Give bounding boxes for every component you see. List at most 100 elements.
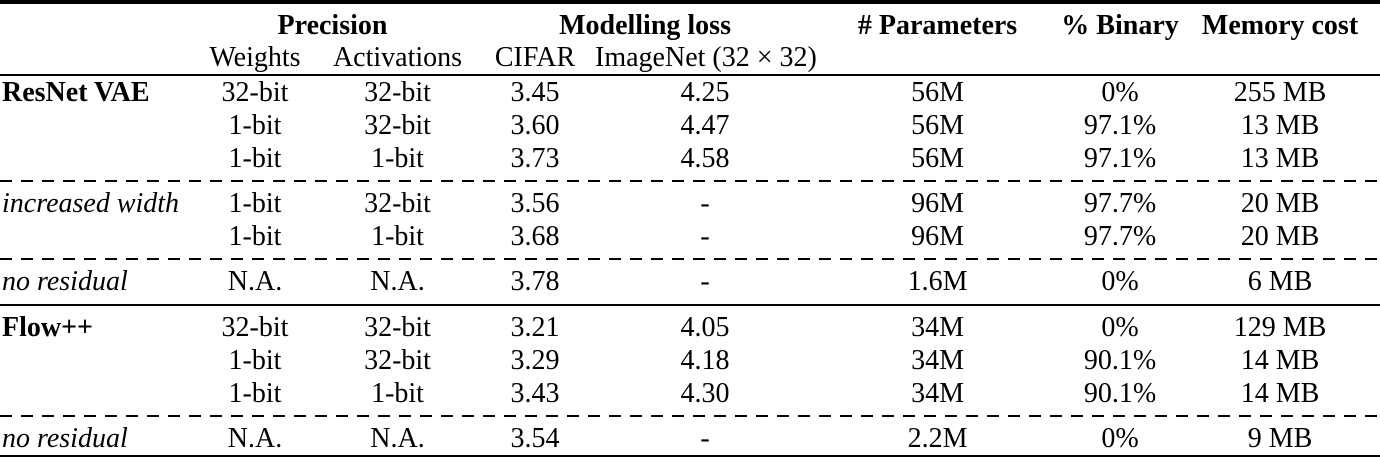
table-row: 1-bit 1-bit 3.73 4.58 56M 97.1% 13 MB bbox=[0, 142, 1380, 175]
cell-cifar: 3.56 bbox=[510, 187, 560, 219]
dashed-rule bbox=[0, 410, 1380, 422]
cell-cifar: 3.29 bbox=[510, 344, 560, 376]
cell-activations: 32-bit bbox=[364, 344, 431, 376]
header-binary: % Binary bbox=[1061, 10, 1179, 41]
header-parameters: # Parameters bbox=[857, 10, 1018, 41]
dashed-rule bbox=[0, 253, 1380, 265]
cell-binary: 97.7% bbox=[1083, 187, 1157, 219]
cell-binary: 0% bbox=[1101, 76, 1139, 108]
cell-binary: 90.1% bbox=[1083, 344, 1157, 376]
header-modelling-loss: Modelling loss bbox=[559, 10, 731, 41]
row-label: Flow++ bbox=[2, 311, 94, 343]
table-row-no-residual: no residual N.A. N.A. 3.78 - 1.6M 0% 6 M… bbox=[0, 265, 1380, 298]
cell-cifar: 3.60 bbox=[510, 109, 560, 141]
cell-imagenet: 4.30 bbox=[680, 377, 730, 409]
cell-binary: 97.1% bbox=[1083, 109, 1157, 141]
table-row-increased-width: increased width 1-bit 32-bit 3.56 - 96M … bbox=[0, 187, 1380, 220]
cell-imagenet: - bbox=[700, 422, 710, 454]
header-empty bbox=[0, 2, 190, 42]
cell-memory: 9 MB bbox=[1247, 422, 1313, 454]
cell-activations: 1-bit bbox=[371, 142, 424, 174]
cell-activations: 1-bit bbox=[371, 377, 424, 409]
cell-binary: 97.1% bbox=[1083, 142, 1157, 174]
cell-imagenet: - bbox=[700, 187, 710, 219]
cell-parameters: 2.2M bbox=[907, 422, 968, 454]
table-row-flow-plus-plus: Flow++ 32-bit 32-bit 3.21 4.05 34M 0% 12… bbox=[0, 311, 1380, 344]
table-row: 1-bit 1-bit 3.68 - 96M 97.7% 20 MB bbox=[0, 220, 1380, 253]
header-sub-row: Weights Activations CIFAR ImageNet (32 ×… bbox=[0, 42, 1380, 75]
header-memory: Memory cost bbox=[1201, 10, 1359, 41]
cell-binary: 97.7% bbox=[1083, 220, 1157, 252]
cell-weights: 1-bit bbox=[228, 344, 282, 376]
header-empty bbox=[1060, 42, 1180, 75]
row-label bbox=[0, 142, 190, 175]
row-label: ResNet VAE bbox=[2, 76, 150, 108]
cell-weights: 32-bit bbox=[221, 311, 289, 343]
cell-memory: 14 MB bbox=[1240, 344, 1320, 376]
cell-imagenet: 4.47 bbox=[680, 109, 730, 141]
dashed-separator bbox=[0, 175, 1380, 187]
cell-activations: 32-bit bbox=[364, 109, 431, 141]
cell-weights: 1-bit bbox=[228, 109, 282, 141]
cell-imagenet: - bbox=[700, 220, 710, 252]
header-empty bbox=[0, 42, 190, 75]
table-row: 1-bit 1-bit 3.43 4.30 34M 90.1% 14 MB bbox=[0, 377, 1380, 410]
cell-cifar: 3.68 bbox=[510, 220, 560, 252]
header-imagenet: ImageNet (32 × 32) bbox=[595, 42, 817, 73]
cell-activations: N.A. bbox=[370, 265, 425, 297]
table-row-resnet-vae: ResNet VAE 32-bit 32-bit 3.45 4.25 56M 0… bbox=[0, 75, 1380, 109]
cell-parameters: 34M bbox=[911, 377, 964, 409]
header-empty bbox=[815, 42, 1060, 75]
cell-memory: 20 MB bbox=[1240, 220, 1320, 252]
row-label: no residual bbox=[2, 422, 128, 454]
cell-memory: 13 MB bbox=[1240, 109, 1320, 141]
table-header: Precision Modelling loss # Parameters % … bbox=[0, 2, 1380, 75]
cell-activations: 32-bit bbox=[364, 187, 431, 219]
cell-imagenet: 4.18 bbox=[680, 344, 730, 376]
row-label bbox=[0, 344, 190, 377]
table-row: 1-bit 32-bit 3.29 4.18 34M 90.1% 14 MB bbox=[0, 344, 1380, 377]
table-row: 1-bit 32-bit 3.60 4.47 56M 97.1% 13 MB bbox=[0, 109, 1380, 142]
cell-cifar: 3.21 bbox=[510, 311, 560, 343]
cell-parameters: 34M bbox=[911, 311, 964, 343]
cell-cifar: 3.73 bbox=[510, 142, 560, 174]
cell-weights: 1-bit bbox=[228, 377, 282, 409]
header-precision: Precision bbox=[277, 10, 388, 41]
header-weights: Weights bbox=[209, 42, 301, 73]
cell-activations: 32-bit bbox=[364, 76, 431, 108]
cell-parameters: 56M bbox=[911, 76, 964, 108]
cell-memory: 129 MB bbox=[1233, 311, 1327, 343]
cell-weights: 1-bit bbox=[228, 187, 282, 219]
cell-imagenet: - bbox=[700, 265, 710, 297]
cell-cifar: 3.78 bbox=[510, 265, 560, 297]
row-label bbox=[0, 220, 190, 253]
cell-parameters: 34M bbox=[911, 344, 964, 376]
row-label bbox=[0, 377, 190, 410]
solid-rule bbox=[0, 298, 1380, 311]
cell-cifar: 3.54 bbox=[510, 422, 560, 454]
cell-binary: 0% bbox=[1101, 422, 1139, 454]
table-row-no-residual: no residual N.A. N.A. 3.54 - 2.2M 0% 9 M… bbox=[0, 422, 1380, 457]
cell-binary: 0% bbox=[1101, 265, 1139, 297]
header-empty bbox=[1180, 42, 1380, 75]
cell-memory: 20 MB bbox=[1240, 187, 1320, 219]
cell-binary: 0% bbox=[1101, 311, 1139, 343]
cell-weights: 1-bit bbox=[228, 142, 282, 174]
cell-imagenet: 4.25 bbox=[680, 76, 730, 108]
cell-parameters: 1.6M bbox=[907, 265, 968, 297]
header-activations: Activations bbox=[332, 42, 463, 73]
cell-parameters: 96M bbox=[911, 220, 964, 252]
dashed-separator bbox=[0, 410, 1380, 422]
row-label: increased width bbox=[2, 187, 180, 219]
cell-cifar: 3.45 bbox=[510, 76, 560, 108]
cell-memory: 13 MB bbox=[1240, 142, 1320, 174]
cell-memory: 255 MB bbox=[1233, 76, 1327, 108]
dashed-separator bbox=[0, 253, 1380, 265]
cell-activations: 32-bit bbox=[364, 311, 431, 343]
header-cifar: CIFAR bbox=[494, 42, 576, 73]
cell-activations: N.A. bbox=[370, 422, 425, 454]
cell-parameters: 96M bbox=[911, 187, 964, 219]
cell-imagenet: 4.05 bbox=[680, 311, 730, 343]
